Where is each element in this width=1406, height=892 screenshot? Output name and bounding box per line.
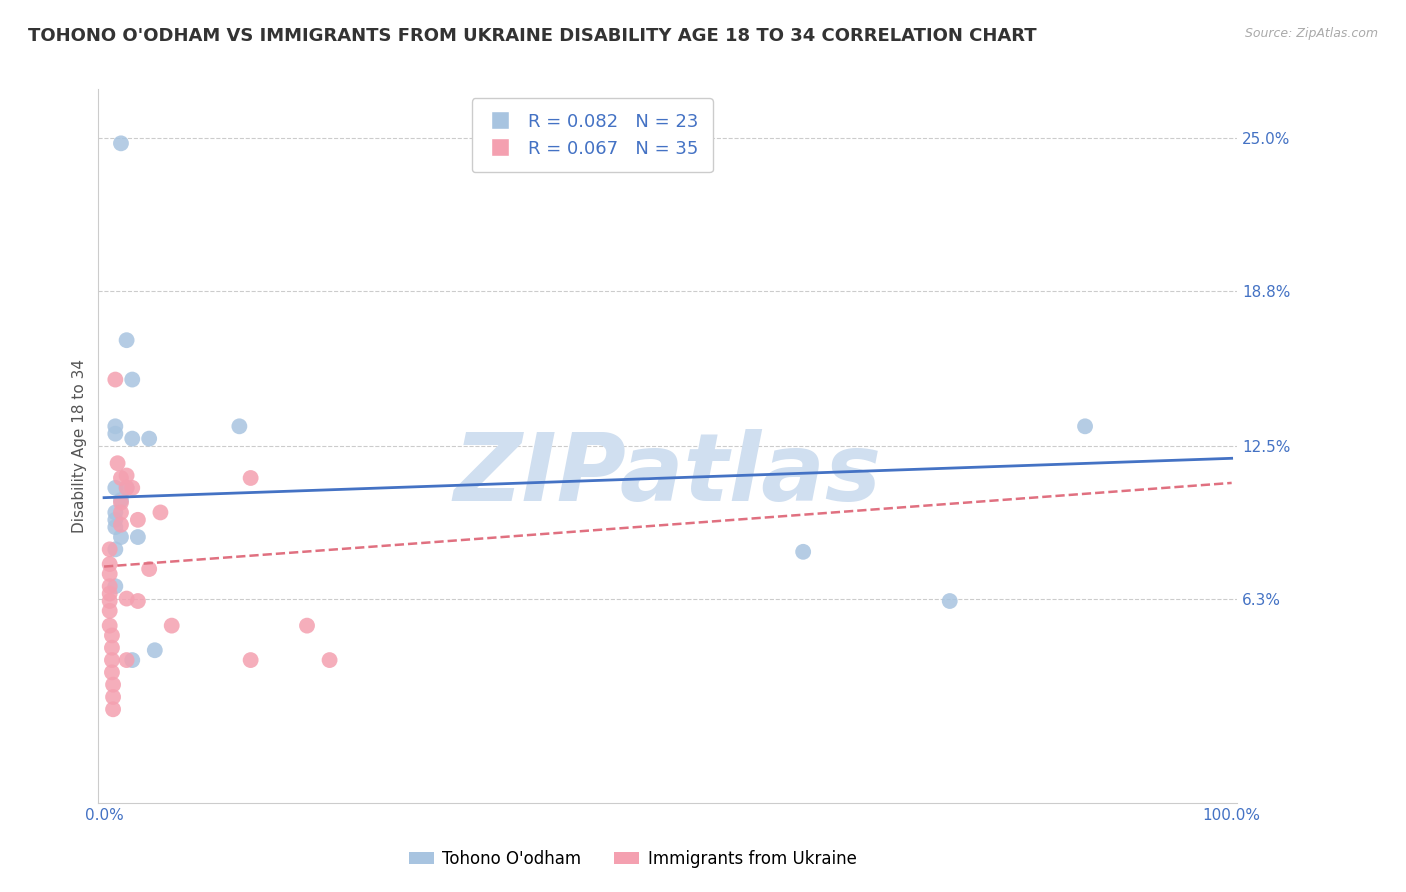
Point xyxy=(115,333,138,347)
Point xyxy=(115,591,138,606)
Point xyxy=(110,517,132,532)
Point xyxy=(239,653,262,667)
Point xyxy=(110,495,132,509)
Point xyxy=(104,505,127,519)
Point xyxy=(110,471,132,485)
Point xyxy=(104,481,127,495)
Point xyxy=(98,579,121,593)
Point xyxy=(295,618,318,632)
Point xyxy=(149,505,172,519)
Point xyxy=(104,419,127,434)
Point xyxy=(115,481,138,495)
Point xyxy=(98,587,121,601)
Point xyxy=(98,618,121,632)
Point xyxy=(98,557,121,571)
Y-axis label: Disability Age 18 to 34: Disability Age 18 to 34 xyxy=(72,359,87,533)
Point xyxy=(98,566,121,581)
Point xyxy=(101,628,124,642)
Point xyxy=(115,653,138,667)
Point xyxy=(239,471,262,485)
Point xyxy=(101,678,124,692)
Text: ZIPatlas: ZIPatlas xyxy=(454,428,882,521)
Point xyxy=(104,579,127,593)
Point xyxy=(101,640,124,655)
Point xyxy=(160,618,183,632)
Point xyxy=(121,432,143,446)
Point xyxy=(98,594,121,608)
Point xyxy=(104,520,127,534)
Point xyxy=(792,545,814,559)
Point xyxy=(1074,419,1097,434)
Point xyxy=(938,594,960,608)
Point xyxy=(101,653,124,667)
Point xyxy=(101,665,124,680)
Text: Source: ZipAtlas.com: Source: ZipAtlas.com xyxy=(1244,27,1378,40)
Point xyxy=(121,481,143,495)
Point xyxy=(127,594,149,608)
Point xyxy=(110,136,132,151)
Point xyxy=(104,373,127,387)
Point xyxy=(127,513,149,527)
Point xyxy=(104,426,127,441)
Point xyxy=(115,468,138,483)
Point xyxy=(110,530,132,544)
Point xyxy=(121,373,143,387)
Point xyxy=(104,513,127,527)
Legend: Tohono O'odham, Immigrants from Ukraine: Tohono O'odham, Immigrants from Ukraine xyxy=(402,844,863,875)
Point xyxy=(98,604,121,618)
Point xyxy=(110,505,132,519)
Point xyxy=(138,562,160,576)
Point xyxy=(121,653,143,667)
Point xyxy=(115,481,138,495)
Point xyxy=(110,493,132,508)
Point xyxy=(104,542,127,557)
Point xyxy=(101,690,124,704)
Point xyxy=(98,542,121,557)
Point xyxy=(138,432,160,446)
Point xyxy=(143,643,166,657)
Point xyxy=(107,456,129,470)
Legend: R = 0.082   N = 23, R = 0.067   N = 35: R = 0.082 N = 23, R = 0.067 N = 35 xyxy=(472,98,713,172)
Text: TOHONO O'ODHAM VS IMMIGRANTS FROM UKRAINE DISABILITY AGE 18 TO 34 CORRELATION CH: TOHONO O'ODHAM VS IMMIGRANTS FROM UKRAIN… xyxy=(28,27,1036,45)
Point xyxy=(318,653,340,667)
Point xyxy=(101,702,124,716)
Point xyxy=(228,419,250,434)
Point xyxy=(127,530,149,544)
